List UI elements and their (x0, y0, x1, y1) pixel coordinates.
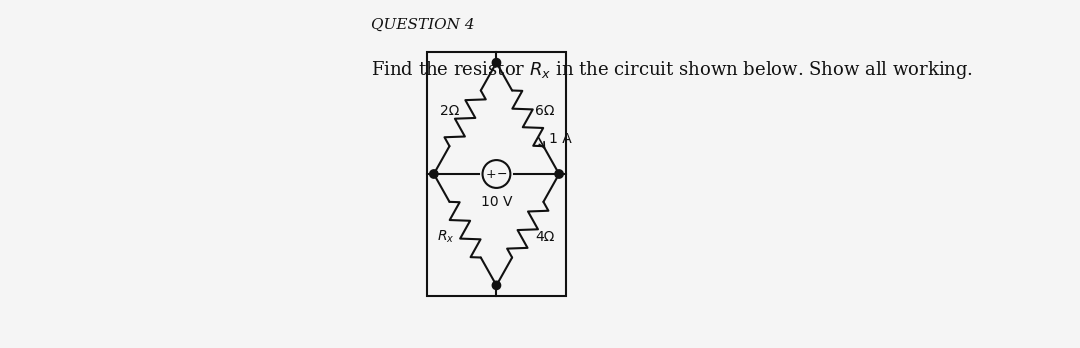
Text: 2Ω: 2Ω (440, 104, 459, 118)
Circle shape (430, 170, 438, 178)
Text: $R_x$: $R_x$ (437, 228, 455, 245)
Circle shape (492, 281, 501, 290)
Text: +: + (486, 167, 496, 181)
Text: −: − (497, 167, 508, 181)
Text: 10 V: 10 V (481, 195, 512, 209)
Circle shape (555, 170, 564, 178)
Text: 1 A: 1 A (550, 132, 572, 147)
Text: 6Ω: 6Ω (536, 104, 555, 118)
Text: Find the resistor $R_x$ in the circuit shown below. Show all working.: Find the resistor $R_x$ in the circuit s… (372, 58, 973, 81)
Text: 4Ω: 4Ω (536, 230, 555, 244)
Text: QUESTION 4: QUESTION 4 (372, 17, 475, 31)
Circle shape (492, 58, 501, 67)
